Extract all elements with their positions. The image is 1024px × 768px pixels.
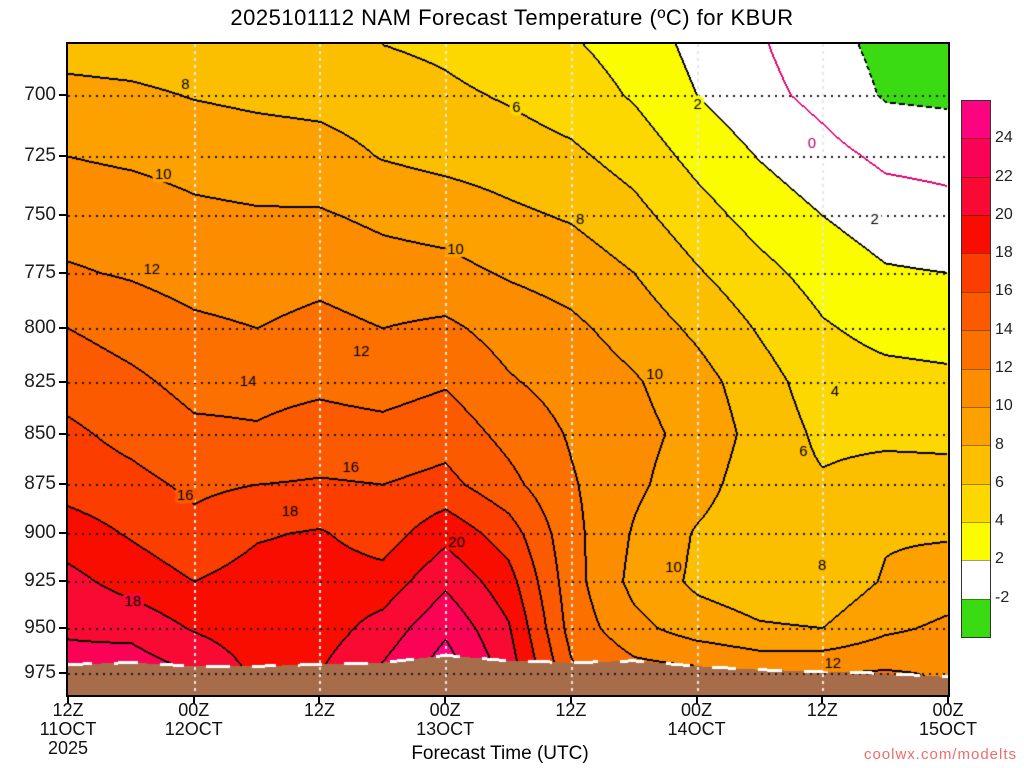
colorbar-band bbox=[962, 176, 990, 216]
colorbar-band bbox=[962, 138, 990, 177]
colorbar-tick-label: 10 bbox=[995, 397, 1013, 415]
colorbar-tick-label: 14 bbox=[995, 320, 1013, 338]
colorbar-band bbox=[962, 560, 990, 599]
colorbar-tick-label: 6 bbox=[995, 473, 1004, 491]
pressure-tick-label: 700 bbox=[24, 84, 56, 105]
time-tick-mark bbox=[947, 697, 949, 704]
pressure-tick-label: 950 bbox=[24, 616, 56, 638]
colorbar-tick-label: 18 bbox=[995, 244, 1013, 262]
colorbar-tick-label: 2 bbox=[995, 550, 1004, 568]
colorbar-band bbox=[962, 215, 990, 254]
colorbar-tick-label: 16 bbox=[995, 282, 1013, 300]
pressure-tick-mark bbox=[59, 214, 66, 217]
time-tick-mark bbox=[67, 697, 69, 704]
colorbar-band bbox=[962, 101, 990, 139]
pressure-tick-mark bbox=[59, 580, 66, 583]
pressure-tick-mark bbox=[59, 432, 66, 435]
colorbar-tick-label: 24 bbox=[995, 129, 1013, 147]
colorbar-tick-label: 22 bbox=[995, 167, 1013, 185]
watermark-text: coolwx.com/modelts bbox=[863, 746, 1017, 763]
pressure-tick-mark bbox=[59, 483, 66, 486]
date-label: 14OCT bbox=[667, 719, 726, 739]
temperature-contour-canvas bbox=[68, 44, 948, 695]
x-axis-title: Forecast Time (UTC) bbox=[411, 743, 589, 764]
pressure-tick-label: 900 bbox=[24, 522, 56, 544]
temperature-colorbar bbox=[961, 100, 991, 638]
colorbar-band bbox=[962, 598, 990, 638]
pressure-tick-label: 925 bbox=[24, 570, 56, 592]
pressure-tick-mark bbox=[59, 626, 66, 629]
time-tick-mark bbox=[569, 697, 572, 704]
time-tick-mark bbox=[318, 697, 321, 704]
chart-title: 2025101112 NAM Forecast Temperature (ºC)… bbox=[230, 5, 794, 30]
time-tick-mark bbox=[192, 697, 195, 704]
year-label: 2025 bbox=[47, 738, 89, 758]
colorbar-tick-label: 12 bbox=[995, 359, 1013, 376]
time-tick-label: 00Z bbox=[681, 700, 713, 720]
pressure-tick-mark bbox=[59, 380, 66, 383]
colorbar-band bbox=[962, 406, 990, 446]
time-tick-label: 00Z bbox=[932, 700, 964, 720]
pressure-tick-mark bbox=[59, 532, 66, 535]
colorbar-band bbox=[962, 253, 990, 292]
time-tick-mark bbox=[444, 697, 447, 704]
time-tick-label: 12Z bbox=[52, 700, 84, 720]
pressure-tick-label: 975 bbox=[24, 661, 56, 683]
date-label: 12OCT bbox=[164, 719, 223, 739]
plot-border bbox=[66, 42, 950, 697]
time-tick-label: 12Z bbox=[806, 700, 838, 720]
colorbar-tick-label: 20 bbox=[995, 205, 1013, 223]
colorbar-tick-label: -2 bbox=[995, 588, 1010, 606]
date-label: 11OCT bbox=[39, 719, 97, 739]
pressure-tick-label: 875 bbox=[24, 473, 56, 495]
colorbar-band bbox=[962, 330, 990, 369]
pressure-tick-mark bbox=[59, 671, 66, 674]
time-tick-mark bbox=[821, 697, 824, 704]
date-label: 13OCT bbox=[416, 719, 475, 739]
time-tick-label: 00Z bbox=[429, 700, 461, 720]
time-tick-label: 12Z bbox=[303, 700, 335, 720]
pressure-tick-mark bbox=[59, 271, 66, 274]
pressure-tick-mark bbox=[59, 94, 66, 96]
pressure-tick-mark bbox=[59, 326, 66, 329]
pressure-tick-label: 725 bbox=[24, 145, 56, 167]
pressure-tick-label: 850 bbox=[24, 422, 56, 444]
colorbar-band bbox=[962, 521, 990, 561]
pressure-tick-label: 825 bbox=[24, 370, 56, 392]
pressure-tick-label: 775 bbox=[24, 261, 56, 283]
pressure-tick-label: 750 bbox=[24, 204, 56, 226]
colorbar-band bbox=[962, 291, 990, 331]
colorbar-band bbox=[962, 445, 990, 484]
colorbar-tick-label: 4 bbox=[995, 512, 1004, 530]
date-label: 15OCT bbox=[918, 719, 978, 739]
colorbar-band bbox=[962, 368, 990, 407]
pressure-tick-label: 800 bbox=[24, 316, 56, 338]
time-tick-label: 00Z bbox=[178, 700, 210, 720]
pressure-tick-mark bbox=[59, 155, 66, 158]
colorbar-band bbox=[962, 483, 990, 522]
colorbar-tick-label: 8 bbox=[995, 435, 1004, 453]
time-tick-mark bbox=[695, 697, 698, 704]
time-tick-label: 12Z bbox=[555, 700, 587, 720]
